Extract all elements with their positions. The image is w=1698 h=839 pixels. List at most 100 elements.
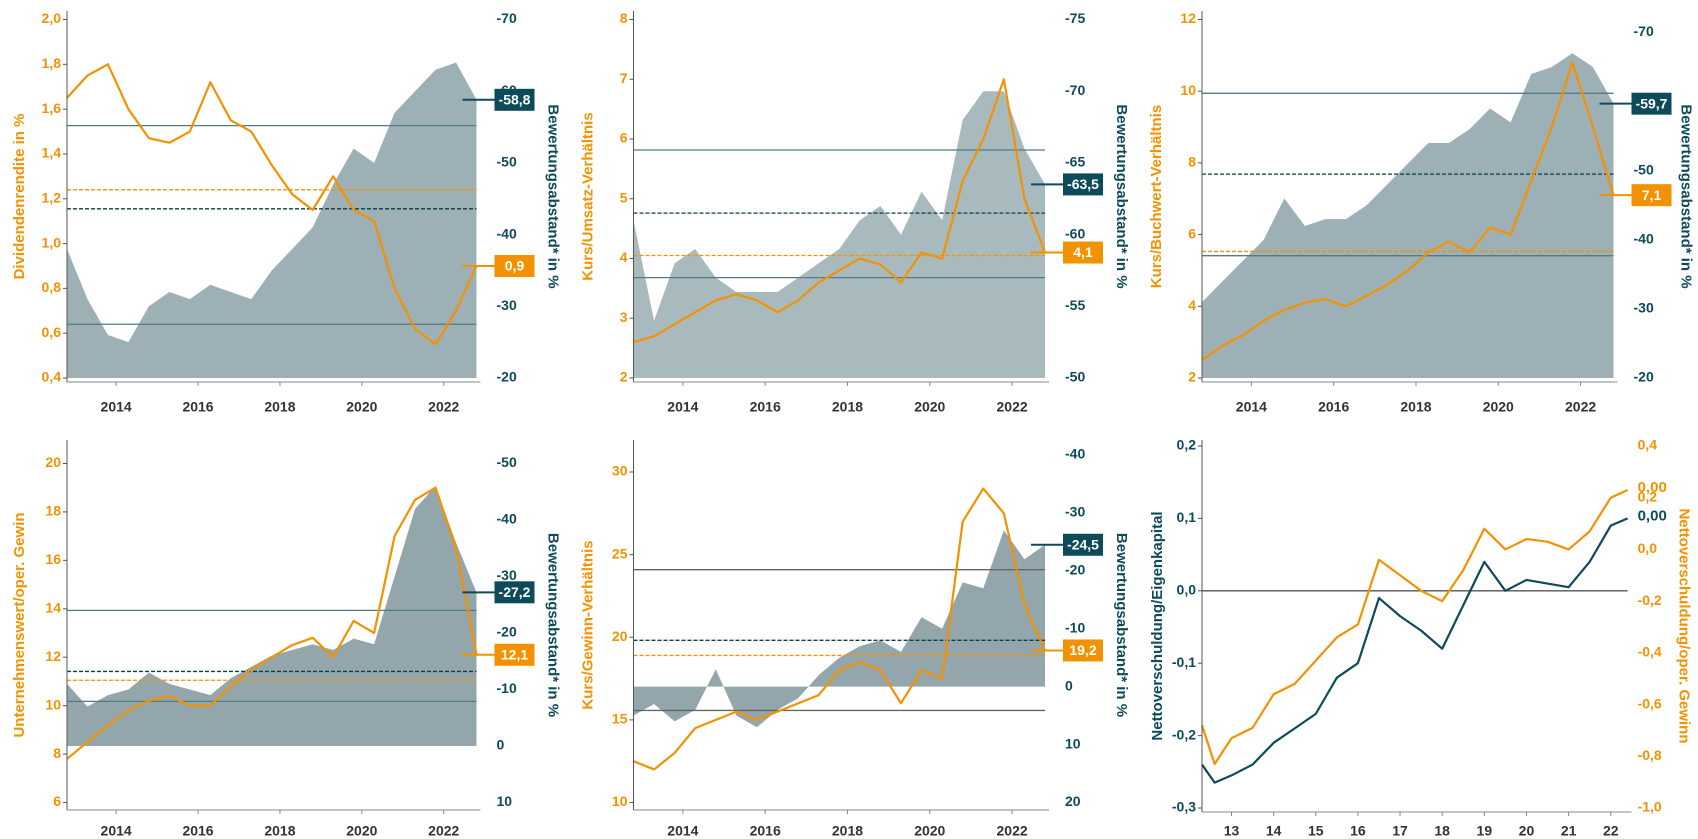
y-axis-title: Nettoverschuldung/Eigenkapital xyxy=(1149,511,1166,740)
annotation: 0,00 xyxy=(1638,507,1667,524)
area xyxy=(67,62,477,379)
y2-tick-label: -10 xyxy=(497,680,517,696)
x-tick-label: 20 xyxy=(1519,823,1535,839)
value-label-box xyxy=(1063,241,1103,264)
line xyxy=(1200,488,1629,766)
y-tick-label: 2,0 xyxy=(42,10,62,26)
y2-tick-label: -40 xyxy=(1634,231,1654,247)
line xyxy=(633,78,1047,344)
x-tick-label: 2022 xyxy=(997,823,1028,839)
x-tick-label: 2018 xyxy=(832,399,863,415)
x-tick-label: 2020 xyxy=(1483,399,1514,415)
y-tick-label: 7 xyxy=(620,70,628,86)
y-tick-label: 18 xyxy=(45,503,61,519)
y2-axis-title: Nettoverschuldung/oper. Gewinn xyxy=(1676,508,1693,743)
y-tick-label: 8 xyxy=(1188,154,1196,170)
y-tick-label: 15 xyxy=(612,711,628,727)
y2-tick-label: -70 xyxy=(1634,23,1654,39)
x-tick-label: 17 xyxy=(1392,823,1408,839)
y-tick-label: 0,2 xyxy=(1177,437,1197,453)
value-label-box xyxy=(1631,92,1672,115)
value-label: 19,2 xyxy=(1069,642,1096,658)
y2-tick-label: -1,0 xyxy=(1638,799,1662,815)
x-tick-label: 2016 xyxy=(750,399,781,415)
x-tick-label: 2020 xyxy=(914,823,945,839)
value-label: -27,2 xyxy=(499,584,531,600)
y-tick-label: 12 xyxy=(1180,10,1196,26)
y-tick-label: 6 xyxy=(1188,225,1196,241)
x-tick-label: 21 xyxy=(1561,823,1577,839)
y2-tick-label: -50 xyxy=(1065,369,1085,385)
value-label-box xyxy=(1631,184,1672,207)
y2-axis-title: Bewertungsabstand* in % xyxy=(1113,104,1130,288)
value-label-box xyxy=(1063,173,1103,196)
value-label: -58,8 xyxy=(499,92,531,108)
y-tick-label: 3 xyxy=(620,309,628,325)
y2-tick-label: -0,8 xyxy=(1638,747,1662,763)
line xyxy=(66,486,478,760)
y2-tick-label: -40 xyxy=(497,511,517,527)
y-tick-label: 12 xyxy=(45,648,61,664)
y2-tick-label: -65 xyxy=(1065,154,1085,170)
y-tick-label: 10 xyxy=(612,793,628,809)
area xyxy=(633,530,1045,728)
y2-tick-label: -30 xyxy=(497,567,517,583)
y-tick-label: 0,8 xyxy=(42,279,62,295)
x-tick-label: 2014 xyxy=(101,399,132,415)
y-tick-label: 1,4 xyxy=(42,145,62,161)
value-label: -24,5 xyxy=(1067,536,1099,552)
x-tick-label: 2014 xyxy=(101,823,132,839)
value-label: 7,1 xyxy=(1642,187,1662,203)
x-tick-label: 2016 xyxy=(182,399,213,415)
y-tick-label: 16 xyxy=(45,551,61,567)
y2-tick-label: -20 xyxy=(1634,369,1654,385)
x-tick-label: 2022 xyxy=(997,399,1028,415)
value-label-box xyxy=(494,254,535,277)
y-tick-label: 1,0 xyxy=(42,234,62,250)
y-tick-label: 2 xyxy=(620,369,628,385)
x-tick-label: 2022 xyxy=(428,399,459,415)
panel: 24681012-70-60-50-40-30-2020142016201820… xyxy=(1148,10,1695,415)
panel: -0,3 -0,2 -0,1 0,0 0,1 0,2 -1,0 -0,8 -0,6 -0,4 -0,… xyxy=(1149,437,1693,839)
value-label-box xyxy=(1063,533,1103,556)
value-label-box xyxy=(494,88,535,111)
value-label-box xyxy=(494,581,535,604)
y-tick-label: 4 xyxy=(1188,297,1196,313)
x-tick-label: 2018 xyxy=(264,823,295,839)
y-tick-label: 0,1 xyxy=(1177,509,1197,525)
panel: 6 8 10 12 14 16 18 20 -50 -40 -30 -20 -10 0 10 2014 2016… xyxy=(11,440,562,839)
y-tick-label: 20 xyxy=(612,628,628,644)
x-tick-label: 22 xyxy=(1603,823,1619,839)
y2-tick-label: -40 xyxy=(497,225,517,241)
panel: 2 3 4 5 6 7 8 -75 -70 -65 -60 -55 -50 2014 2016 2018 202… xyxy=(579,10,1130,415)
y2-tick-label: -0,4 xyxy=(1638,644,1662,660)
y2-tick-label: 0,4 xyxy=(1638,437,1658,453)
x-tick-label: 2020 xyxy=(346,399,377,415)
value-label: 0,9 xyxy=(505,258,525,274)
x-tick-label: 2018 xyxy=(264,399,295,415)
y-tick-label: 8 xyxy=(620,10,628,26)
y2-tick-label: 0,2 xyxy=(1638,488,1658,504)
y2-tick-label: 0,0 xyxy=(1638,540,1658,556)
x-tick-label: 2016 xyxy=(750,823,781,839)
value-label-box xyxy=(494,643,535,666)
y2-tick-label: -50 xyxy=(497,454,517,470)
y-tick-label: 2 xyxy=(1188,369,1196,385)
y2-tick-label: 0 xyxy=(1065,677,1073,693)
y2-tick-label: -10 xyxy=(1065,619,1085,635)
value-label: -63,5 xyxy=(1067,176,1099,192)
area xyxy=(1202,53,1614,378)
y2-tick-label: -50 xyxy=(1634,161,1654,177)
y2-tick-label: 20 xyxy=(1065,793,1081,809)
y-tick-label: 14 xyxy=(45,599,61,615)
y-tick-label: 8 xyxy=(53,745,61,761)
y2-tick-label: -50 xyxy=(497,154,517,170)
y2-tick-label: -0,2 xyxy=(1638,592,1662,608)
x-tick-label: 2014 xyxy=(1236,399,1267,415)
y2-axis-title: Bewertungsabstand* in % xyxy=(545,104,562,288)
value-label: 12,1 xyxy=(501,646,528,662)
x-tick-label: 13 xyxy=(1224,823,1240,839)
y-tick-label: 20 xyxy=(45,454,61,470)
x-tick-label: 2016 xyxy=(182,823,213,839)
